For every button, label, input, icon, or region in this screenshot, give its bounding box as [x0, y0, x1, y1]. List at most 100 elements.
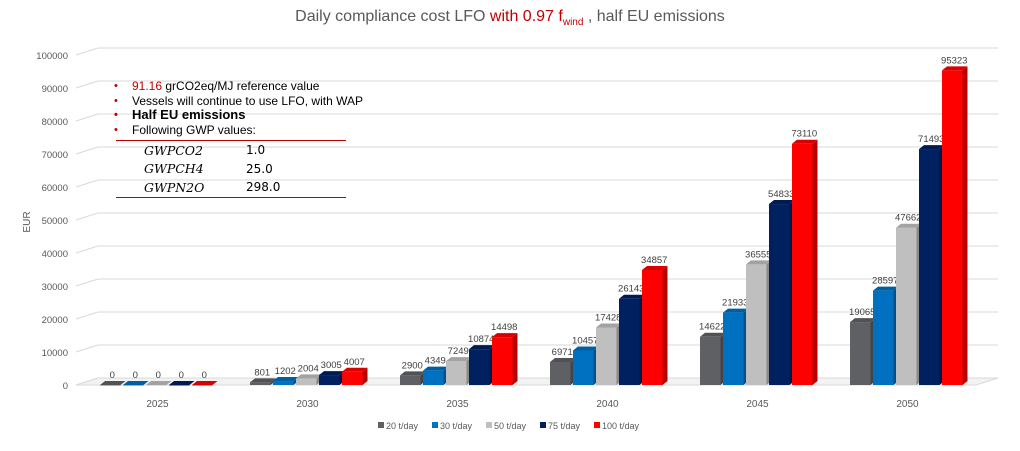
bar [169, 385, 190, 386]
gridline-depth [75, 344, 99, 353]
bar-top [446, 357, 472, 362]
gridline-depth [75, 80, 99, 89]
bar-top [250, 378, 276, 383]
gridline-depth [75, 146, 99, 155]
data-label: 54833 [768, 189, 794, 200]
note-gwp-values: Following GWP values: [108, 123, 363, 138]
data-label: 7249 [448, 346, 469, 357]
bar-top [746, 260, 772, 265]
bar-top [919, 145, 945, 150]
bar-top [700, 332, 726, 337]
bar [850, 322, 871, 385]
title-prefix: Daily compliance cost LFO [295, 8, 490, 25]
y-tick-label: 80000 [42, 117, 68, 128]
data-label: 0 [133, 370, 138, 381]
bar [550, 361, 571, 385]
y-tick-label: 30000 [42, 282, 68, 293]
data-label: 0 [156, 370, 161, 381]
data-label: 10457 [572, 335, 598, 346]
bar-top [792, 139, 818, 144]
x-tick-label: 2025 [146, 399, 169, 410]
data-label: 95323 [941, 55, 967, 66]
bar-top [769, 200, 795, 205]
y-tick-label: 0 [63, 381, 68, 392]
bar-top [296, 374, 322, 379]
y-axis-label: EUR [22, 211, 33, 232]
gwp-name: GWPN2O [144, 179, 205, 195]
bar [769, 204, 790, 385]
title-highlight-subscript: wind [562, 17, 584, 29]
y-tick-label: 40000 [42, 249, 68, 260]
y-tick-label: 60000 [42, 183, 68, 194]
x-tick-label: 2030 [296, 399, 319, 410]
x-tick-label: 2035 [446, 399, 469, 410]
y-tick-label: 20000 [42, 315, 68, 326]
assumptions-list: 91.16 grCO2eq/MJ reference value Vessels… [108, 79, 363, 137]
bar [423, 370, 444, 385]
bar [446, 361, 467, 385]
data-label: 801 [254, 367, 270, 378]
legend-swatch [432, 422, 438, 428]
data-label: 71493 [918, 134, 944, 145]
data-label: 34857 [641, 255, 667, 266]
gwp-row-co2: GWPCO2 1.0 [116, 141, 346, 160]
bar-top [192, 381, 218, 385]
legend-swatch [486, 422, 492, 428]
legend-label: 50 t/day [494, 421, 527, 431]
bar-top [423, 366, 449, 371]
y-tick-label: 100000 [36, 51, 68, 62]
gwp-value: 25.0 [246, 161, 273, 176]
assumptions-notes: 91.16 grCO2eq/MJ reference value Vessels… [108, 79, 363, 137]
note-reference-value: 91.16 grCO2eq/MJ reference value [108, 79, 363, 94]
data-label: 6971 [552, 347, 573, 358]
gridline-depth [75, 47, 99, 56]
data-label: 4007 [344, 357, 365, 368]
bar-top [100, 381, 126, 385]
data-label: 36555 [745, 249, 771, 260]
y-tick-label: 10000 [42, 348, 68, 359]
bar [792, 143, 813, 385]
bar-side [512, 333, 518, 385]
bar-side [662, 265, 668, 385]
legend-label: 100 t/day [602, 421, 640, 431]
gwp-value: 298.0 [246, 180, 281, 195]
bar [250, 382, 271, 385]
legend-swatch [594, 422, 600, 428]
title-highlight: with 0.97 fwind [490, 8, 584, 29]
data-label: 0 [202, 370, 207, 381]
bar [400, 375, 421, 385]
title-suffix: , half EU emissions [583, 8, 725, 25]
gwp-row-ch4: GWPCH4 25.0 [116, 160, 346, 179]
data-label: 0 [179, 370, 184, 381]
bar-top [319, 371, 345, 376]
bar-top [342, 367, 368, 372]
bar [319, 375, 340, 385]
gridline-depth [75, 278, 99, 287]
data-label: 10874 [468, 334, 494, 345]
x-tick-label: 2050 [896, 399, 919, 410]
legend-label: 20 t/day [386, 421, 419, 431]
data-label: 19065 [849, 307, 875, 318]
bar [100, 385, 121, 386]
bar [123, 385, 144, 386]
data-label: 28597 [872, 276, 898, 287]
data-label: 47662 [895, 213, 921, 224]
bar-top [146, 381, 172, 385]
bar [342, 371, 363, 385]
bar-top [642, 265, 668, 270]
data-label: 26143 [618, 284, 644, 295]
legend-swatch [378, 422, 384, 428]
bar [596, 327, 617, 385]
legend-swatch [540, 422, 546, 428]
bar [700, 336, 721, 385]
bar [273, 381, 294, 385]
bar [573, 350, 594, 385]
gridline-depth [75, 179, 99, 188]
bar-top [596, 323, 622, 328]
data-label: 73110 [791, 129, 817, 140]
bar [469, 349, 490, 385]
legend-label: 30 t/day [440, 421, 473, 431]
bar-side [962, 66, 968, 386]
bar [146, 385, 167, 386]
